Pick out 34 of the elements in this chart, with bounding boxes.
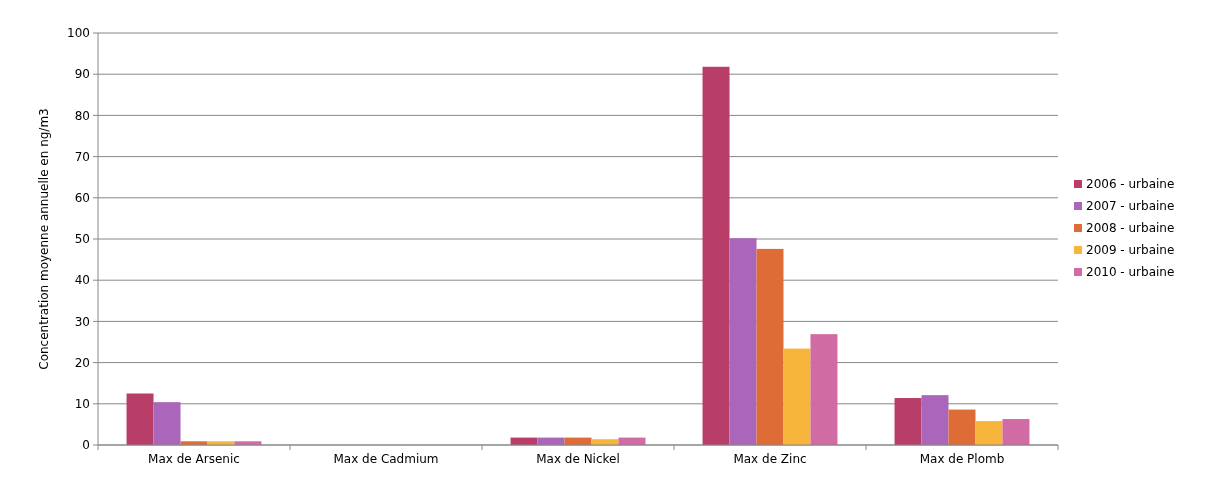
legend-label: 2006 - urbaine xyxy=(1086,177,1175,192)
bar xyxy=(783,348,811,445)
legend-label: 2009 - urbaine xyxy=(1086,243,1175,258)
y-tick-label: 10 xyxy=(74,397,90,411)
bar xyxy=(729,238,757,445)
x-tick-label: Max de Nickel xyxy=(536,452,620,466)
legend-label: 2010 - urbaine xyxy=(1086,265,1175,280)
bar xyxy=(810,334,838,445)
bar xyxy=(702,66,730,445)
legend-label: 2008 - urbaine xyxy=(1086,221,1175,236)
y-tick-label: 40 xyxy=(74,273,90,288)
x-tick-label: Max de Zinc xyxy=(733,452,807,466)
y-tick-label: 80 xyxy=(74,108,90,123)
y-tick-label: 70 xyxy=(74,149,90,164)
bar xyxy=(153,402,181,445)
x-tick-label: Max de Cadmium xyxy=(333,452,439,466)
x-tick-label: Max de Plomb xyxy=(919,452,1005,466)
y-tick-label: 20 xyxy=(74,355,90,370)
bar xyxy=(756,248,784,445)
y-tick-label: 60 xyxy=(74,191,90,205)
y-axis-title: Concentration moyenne annuelle en ng/m3 xyxy=(37,108,51,370)
legend-label: 2007 - urbaine xyxy=(1086,199,1175,214)
x-tick-label: Max de Arsenic xyxy=(148,452,240,466)
bar xyxy=(126,393,154,445)
bar xyxy=(1002,419,1030,445)
bar xyxy=(975,421,1003,445)
y-tick-label: 90 xyxy=(74,67,90,82)
y-tick-label: 50 xyxy=(74,232,90,247)
bar xyxy=(921,395,949,445)
bar xyxy=(948,409,976,445)
y-tick-label: 0 xyxy=(82,438,90,453)
y-tick-label: 30 xyxy=(74,314,90,329)
bar xyxy=(894,398,922,445)
y-tick-label: 100 xyxy=(67,26,90,41)
